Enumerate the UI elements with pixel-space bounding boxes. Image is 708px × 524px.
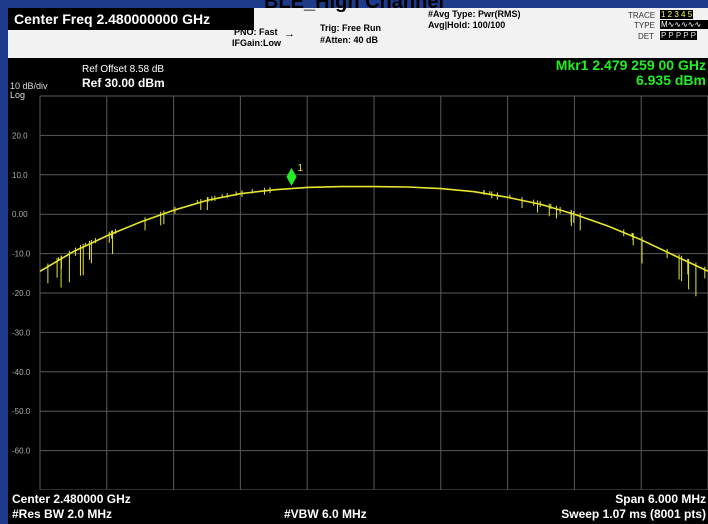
resolution-bandwidth: #Res BW 2.0 MHz <box>12 507 112 521</box>
sweep-time: Sweep 1.07 ms (8001 pts) <box>561 507 706 521</box>
y-tick-label: -50.0 <box>12 407 31 416</box>
span: Span 6.000 MHz <box>615 492 706 506</box>
atten-setting: #Atten: 40 dB <box>320 35 378 46</box>
trigger-arrow-icon: → <box>284 29 295 40</box>
instrument-footer: Center 2.480000 GHz Span 6.000 MHz #Res … <box>8 490 708 524</box>
y-tick-label: 0.00 <box>12 210 28 219</box>
analyzer-screen: Ref Offset 8.58 dB Ref 30.00 dBm 10 dB/d… <box>8 58 708 490</box>
marker-number-label: 1 <box>298 163 304 174</box>
y-tick-label: -30.0 <box>12 328 31 337</box>
det-label: DET <box>638 32 654 41</box>
trace-type-waves-icon: ∿∿∿∿∿ <box>668 20 702 29</box>
y-tick-label: -20.0 <box>12 289 31 298</box>
avg-hold: Avg|Hold: 100/100 <box>428 20 505 31</box>
ifgain-setting: IFGain:Low <box>232 38 281 49</box>
page-title: BLE_High Channel <box>0 0 708 14</box>
y-tick-label: -40.0 <box>12 368 31 377</box>
spectrum-plot: 20.0 10.0 0.00 -10.0 -20.0 -30.0 -40.0 -50.0 -60… <box>8 58 708 490</box>
video-bandwidth: #VBW 6.0 MHz <box>284 507 367 521</box>
type-value: M∿∿∿∿∿ <box>660 20 708 29</box>
type-label: TYPE <box>634 21 655 30</box>
det-value: P P P P P <box>660 31 697 40</box>
trace-panel: TRACE 1 2 3 4 5 TYPE M∿∿∿∿∿ DET P P P P … <box>628 10 708 44</box>
trigger-setting: Trig: Free Run <box>320 23 381 34</box>
pno-setting: PNO: Fast <box>234 27 278 38</box>
instrument-header: Center Freq 2.480000000 GHz PNO: Fast IF… <box>8 8 708 58</box>
center-frequency: Center 2.480000 GHz <box>12 492 131 506</box>
marker-diamond-icon <box>287 168 297 186</box>
y-tick-label: 10.0 <box>12 171 28 180</box>
y-tick-label: -10.0 <box>12 250 31 259</box>
type-value-text: M <box>661 20 668 29</box>
y-tick-label: 20.0 <box>12 131 28 140</box>
y-tick-label: -60.0 <box>12 447 31 456</box>
